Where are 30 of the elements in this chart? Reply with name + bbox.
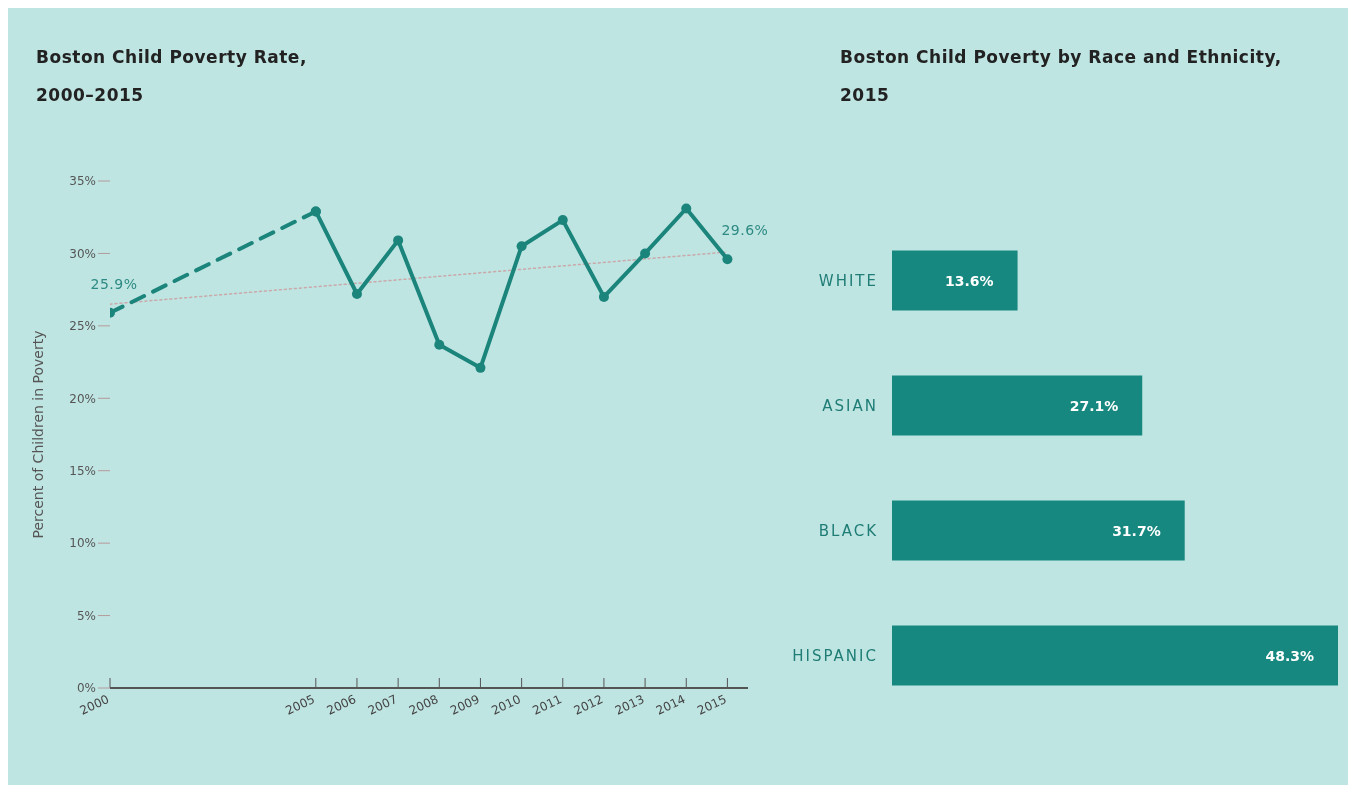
y-tick-label: 10%: [69, 536, 96, 551]
annotation: 29.6%: [721, 222, 769, 239]
data-label: 13.6%: [945, 272, 994, 289]
x-tick-label: 2010: [489, 692, 523, 718]
y-tick-label: 35%: [69, 174, 96, 189]
chart-title: Boston Child Poverty by Race and Ethnicity, 2015: [840, 46, 1283, 107]
x-tick-label: 2012: [571, 692, 606, 718]
x-tick-label: 2006: [324, 692, 359, 718]
y-tick-label: 30%: [69, 246, 96, 261]
data-label: 31.7%: [1112, 522, 1161, 539]
x-tick-label: 2009: [448, 692, 482, 718]
data-label: 48.3%: [1265, 647, 1314, 664]
y-tick-label: 20%: [69, 391, 96, 406]
data-label: 27.1%: [1069, 397, 1119, 414]
x-tick-label: 2015: [695, 692, 729, 718]
y-tick-label: ASIAN: [822, 396, 878, 415]
y-axis-title: Percent of Children in Poverty: [29, 330, 46, 539]
y-tick-label: HISPANIC: [792, 646, 878, 665]
chart-title: Boston Child Poverty Rate, 2000–2015: [36, 46, 308, 107]
y-tick-label: BLACK: [818, 521, 878, 540]
x-tick-label: 2014: [653, 692, 688, 718]
x-tick-label: 2005: [283, 692, 318, 718]
y-tick-label: 25%: [69, 319, 96, 334]
y-tick-label: 15%: [69, 463, 96, 478]
y-tick-label: WHITE: [818, 271, 878, 290]
x-tick-label: 2011: [530, 692, 565, 718]
x-tick-label: 2008: [406, 692, 441, 718]
y-tick-label: 5%: [76, 608, 96, 623]
x-tick-label: 2013: [612, 692, 647, 718]
annotation: 25.9%: [90, 275, 138, 292]
